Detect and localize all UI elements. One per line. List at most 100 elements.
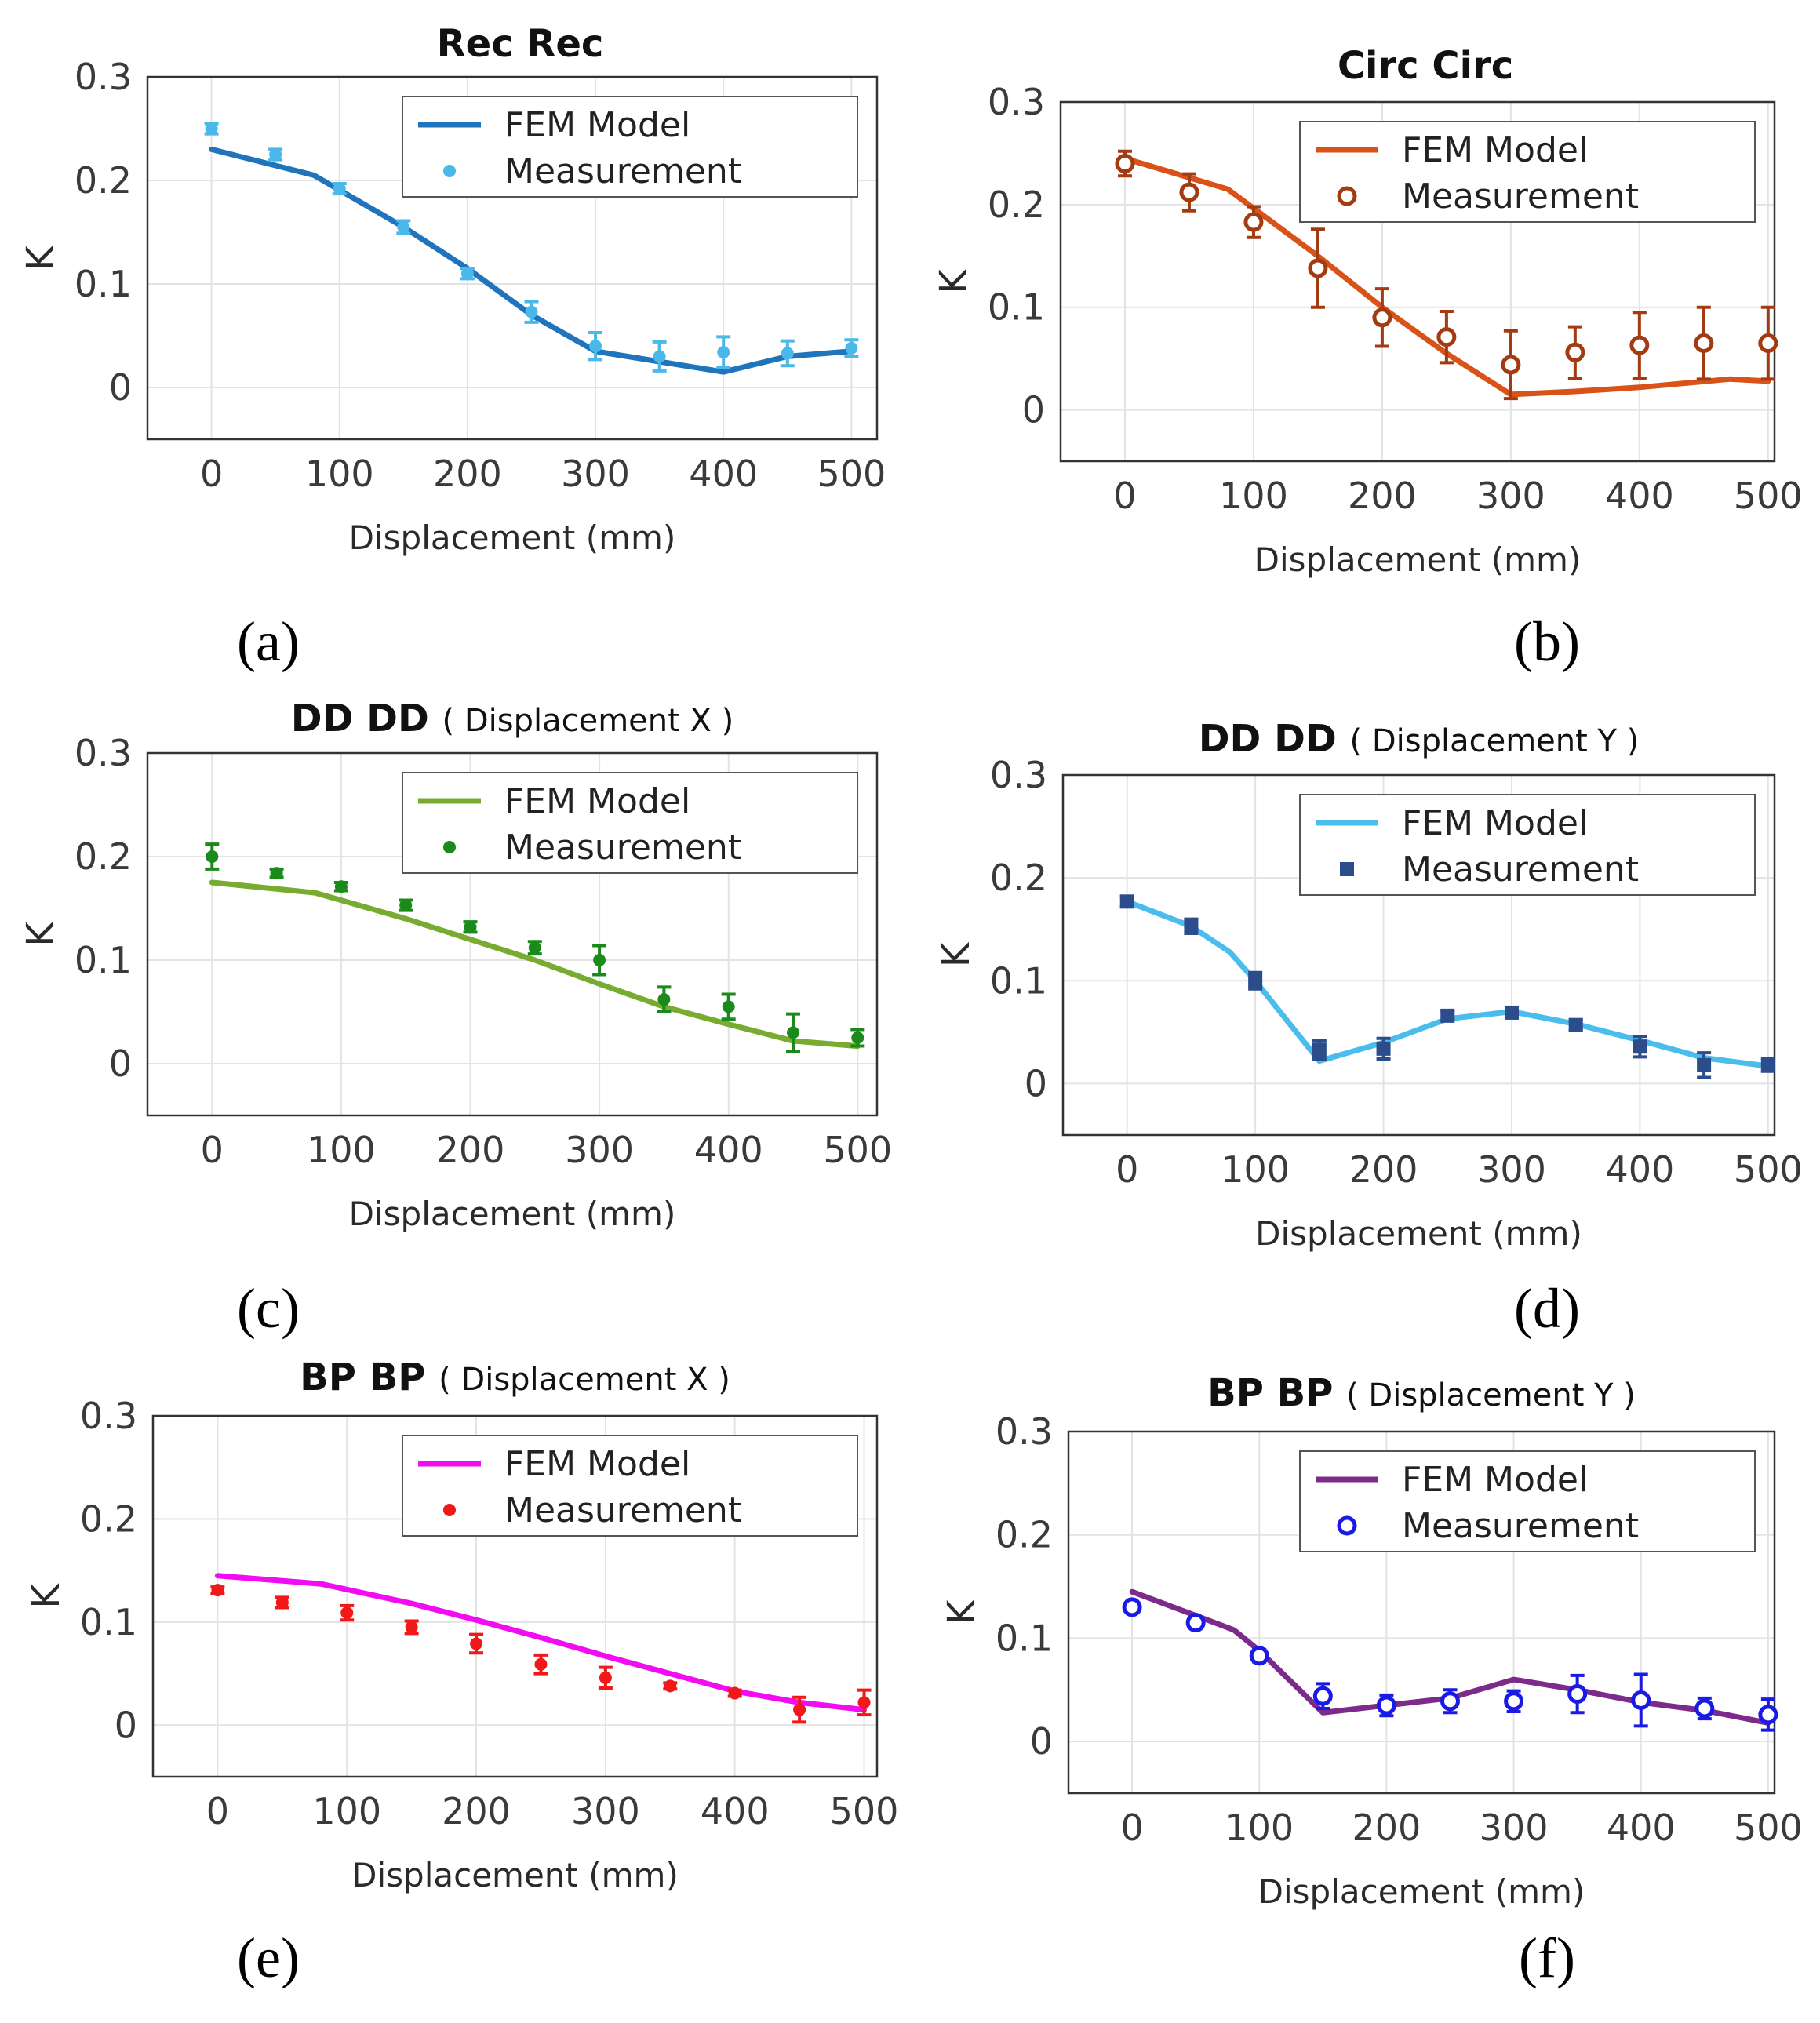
panel-label: (a) [237, 610, 300, 673]
measurement-point [1633, 1039, 1647, 1054]
x-tick-label: 300 [1476, 475, 1545, 517]
chart-panel-1: 0 100 200 300 400 500 0 0.1 0.2 0.3 Displacement (… [19, 22, 886, 673]
x-tick-label: 0 [1113, 475, 1136, 517]
measurement-point [653, 350, 666, 363]
legend-box [1299, 121, 1756, 223]
measurement-point [1694, 1698, 1715, 1719]
legend-entry: FEM Model [504, 1444, 690, 1484]
x-tick-label: 400 [1605, 475, 1674, 517]
measurement-point [599, 1671, 612, 1684]
y-tick-label: 0.1 [75, 939, 132, 981]
measurement-point [1312, 1042, 1327, 1057]
measurement-point [205, 122, 218, 135]
legend-entry: Measurement [504, 1490, 741, 1530]
measurement-point [1501, 355, 1521, 375]
x-axis-label: Displacement (mm) [351, 1856, 679, 1894]
chart-subtitle: ( Displacement Y ) [1346, 1377, 1636, 1414]
measurement-point [534, 1657, 548, 1671]
measurement-point [1631, 1690, 1651, 1710]
chart-title: BP BP ( Displacement X ) [300, 1355, 730, 1399]
y-tick-label: 0.3 [996, 1410, 1053, 1453]
legend-marker-swatch [1340, 862, 1354, 876]
measurement-point [397, 220, 410, 234]
measurement-point [1179, 182, 1199, 202]
legend-box [402, 96, 858, 198]
y-tick-label: 0.1 [996, 1617, 1053, 1659]
x-axis-label: Displacement (mm) [1258, 1872, 1585, 1911]
x-tick-label: 300 [565, 1129, 634, 1171]
measurement-point [1629, 335, 1650, 355]
y-tick-label: 0.1 [990, 959, 1047, 1002]
legend-box [402, 772, 858, 874]
legend-entry: Measurement [504, 151, 741, 191]
fem-model-line [1124, 898, 1771, 1069]
measurement-point [1504, 1691, 1524, 1712]
chart-subtitle: ( Displacement Y ) [1350, 723, 1640, 759]
chart-title: BP BP ( Displacement Y ) [1207, 1371, 1636, 1415]
measurement-point [460, 267, 474, 280]
measurement-point [1694, 333, 1714, 354]
measurement-point [333, 182, 346, 195]
measurement-point [470, 1637, 483, 1650]
x-tick-label: 0 [201, 1129, 224, 1171]
measurement-point [1249, 1646, 1269, 1666]
measurement-point [270, 867, 283, 880]
measurement-point [857, 1696, 871, 1709]
measurement-point [1758, 1705, 1778, 1725]
x-tick-label: 400 [1607, 1807, 1676, 1849]
y-axis-label: K [19, 245, 63, 271]
y-tick-label: 0 [1022, 389, 1045, 431]
legend-marker-swatch [1337, 1515, 1357, 1536]
measurement-point [1372, 307, 1392, 328]
x-tick-label: 200 [1352, 1807, 1421, 1849]
measurement-point [269, 148, 282, 161]
y-tick-label: 0.3 [990, 754, 1047, 796]
panel-label: (b) [1514, 610, 1580, 673]
y-tick-label: 0.2 [990, 857, 1047, 899]
measurement-point [593, 954, 606, 966]
x-tick-label: 100 [1219, 475, 1288, 517]
measurement-point [728, 1686, 741, 1700]
legend-marker-swatch [443, 165, 456, 177]
chart-title: DD DD ( Displacement Y ) [1199, 717, 1640, 761]
fem-model-line [214, 1573, 867, 1713]
legend-entry: FEM Model [1402, 130, 1588, 170]
legend-entry: Measurement [504, 828, 741, 868]
y-tick-label: 0.3 [80, 1395, 137, 1437]
x-axis-label: Displacement (mm) [349, 518, 676, 557]
x-tick-label: 400 [1605, 1148, 1674, 1191]
legend-marker-swatch [1337, 186, 1357, 206]
measurement-point [781, 347, 794, 360]
measurement-point [1185, 1613, 1206, 1633]
measurement-point [1697, 1057, 1712, 1072]
x-tick-label: 200 [1349, 1148, 1418, 1191]
legend-marker-swatch [443, 841, 456, 853]
measurement-point [1504, 1005, 1519, 1020]
axes-frame [1059, 100, 1776, 463]
y-tick-label: 0 [109, 1042, 132, 1085]
legend-box [402, 1435, 858, 1537]
y-tick-label: 0.2 [988, 184, 1045, 226]
chart-subtitle: ( Displacement X ) [442, 703, 734, 739]
legend-entry: FEM Model [1402, 1460, 1588, 1500]
axes-frame [1061, 773, 1776, 1137]
axes-frame [146, 751, 879, 1117]
x-axis-label: Displacement (mm) [1255, 1214, 1582, 1253]
measurement-point [845, 341, 858, 355]
measurement-point [1440, 1691, 1460, 1712]
y-tick-label: 0.1 [75, 263, 132, 305]
x-tick-label: 100 [1221, 1148, 1290, 1191]
chart-panel-2: 0 100 200 300 400 500 0 0.1 0.2 0.3 Displacement (… [932, 44, 1803, 673]
x-tick-label: 400 [694, 1129, 763, 1171]
measurement-point [399, 899, 413, 912]
measurement-point [589, 340, 602, 353]
legend-entry: FEM Model [504, 105, 690, 145]
x-tick-label: 200 [442, 1790, 511, 1832]
legend-entry: FEM Model [1402, 803, 1588, 843]
measurement-point [1567, 1684, 1588, 1705]
fem-model-line [209, 146, 854, 375]
measurement-point [664, 1679, 677, 1693]
y-tick-label: 0.1 [80, 1601, 137, 1643]
legend-box [1299, 794, 1756, 896]
